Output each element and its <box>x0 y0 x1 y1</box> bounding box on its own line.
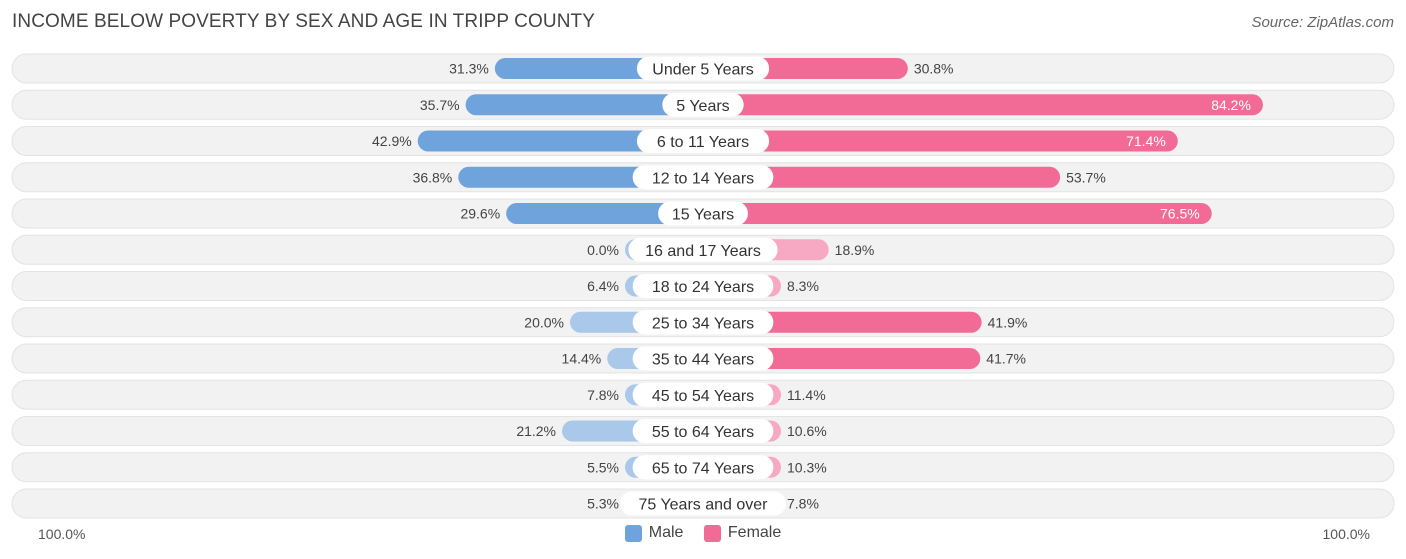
female-bar <box>703 203 1212 224</box>
male-value-label: 36.8% <box>413 169 453 185</box>
axis-right-label: 100.0% <box>1322 526 1370 542</box>
male-bar <box>465 94 703 116</box>
male-value-label: 5.3% <box>587 496 619 512</box>
male-bar <box>506 203 703 224</box>
male-value-label: 31.3% <box>449 61 489 77</box>
category-label: 12 to 14 Years <box>652 170 754 187</box>
female-value-label: 41.9% <box>988 314 1028 330</box>
female-value-label: 18.9% <box>835 242 875 258</box>
female-value-label: 53.7% <box>1066 169 1106 185</box>
female-value-label: 84.2% <box>1211 97 1251 113</box>
category-label: 15 Years <box>672 207 734 224</box>
female-bar <box>703 166 1061 188</box>
female-bar <box>703 348 981 369</box>
category-label-background <box>632 419 774 443</box>
male-bar <box>417 130 703 152</box>
female-value-label: 8.3% <box>787 278 819 294</box>
male-value-label: 14.4% <box>562 351 602 367</box>
category-label-background <box>658 201 748 226</box>
female-bar <box>703 130 1178 152</box>
female-value-label: 11.4% <box>787 387 826 403</box>
female-value-label: 71.4% <box>1126 133 1166 149</box>
category-label-background <box>636 129 770 153</box>
male-value-label: 42.9% <box>372 133 412 149</box>
male-swatch-icon <box>624 524 642 542</box>
category-label-background <box>628 237 778 262</box>
chart-title: INCOME BELOW POVERTY BY SEX AND AGE IN T… <box>12 11 595 32</box>
category-label-background <box>632 382 774 407</box>
category-label: Under 5 Years <box>652 62 753 79</box>
female-value-label: 10.6% <box>787 423 827 439</box>
female-value-label: 7.8% <box>787 496 819 512</box>
category-label: 45 to 54 Years <box>652 388 754 405</box>
male-value-label: 5.5% <box>587 459 619 475</box>
source-credit: Source: ZipAtlas.com <box>1251 14 1394 31</box>
male-value-label: 35.7% <box>420 97 460 113</box>
legend-female-label: Female <box>727 524 782 541</box>
category-label: 6 to 11 Years <box>657 134 749 151</box>
category-label: 65 to 74 Years <box>652 460 754 477</box>
female-value-label: 30.8% <box>914 61 954 77</box>
category-label: 35 to 44 Years <box>652 352 754 369</box>
male-value-label: 20.0% <box>524 314 564 330</box>
male-value-label: 0.0% <box>587 242 619 258</box>
female-bar <box>703 94 1263 116</box>
category-label: 25 to 34 Years <box>652 315 754 332</box>
axis-left-label: 100.0% <box>38 526 86 542</box>
legend-male-label: Male <box>648 524 684 541</box>
category-label-background <box>632 310 774 335</box>
male-value-label: 6.4% <box>587 278 619 294</box>
female-value-label: 41.7% <box>986 351 1026 367</box>
female-value-label: 76.5% <box>1160 206 1200 222</box>
male-value-label: 29.6% <box>460 206 500 222</box>
male-value-label: 7.8% <box>587 387 619 403</box>
female-value-label: 10.3% <box>787 459 827 475</box>
category-label-background <box>636 56 770 81</box>
category-label: 18 to 24 Years <box>652 279 754 296</box>
female-swatch-icon <box>703 524 721 542</box>
category-label-background <box>619 491 787 516</box>
category-label-background <box>632 274 774 298</box>
male-value-label: 21.2% <box>516 423 556 439</box>
category-label: 16 and 17 Years <box>645 243 761 260</box>
category-label: 75 Years and over <box>639 497 769 514</box>
category-label: 5 Years <box>676 98 729 115</box>
category-label-background <box>632 455 774 480</box>
category-label: 55 to 64 Years <box>652 424 754 441</box>
female-bar <box>703 311 982 333</box>
category-label-background <box>632 165 774 190</box>
legend-item-male[interactable]: Male <box>624 524 684 542</box>
legend: Male Female <box>0 524 1406 547</box>
category-label-background <box>632 346 774 371</box>
legend-item-female[interactable]: Female <box>703 524 782 542</box>
category-label-background <box>662 92 744 117</box>
